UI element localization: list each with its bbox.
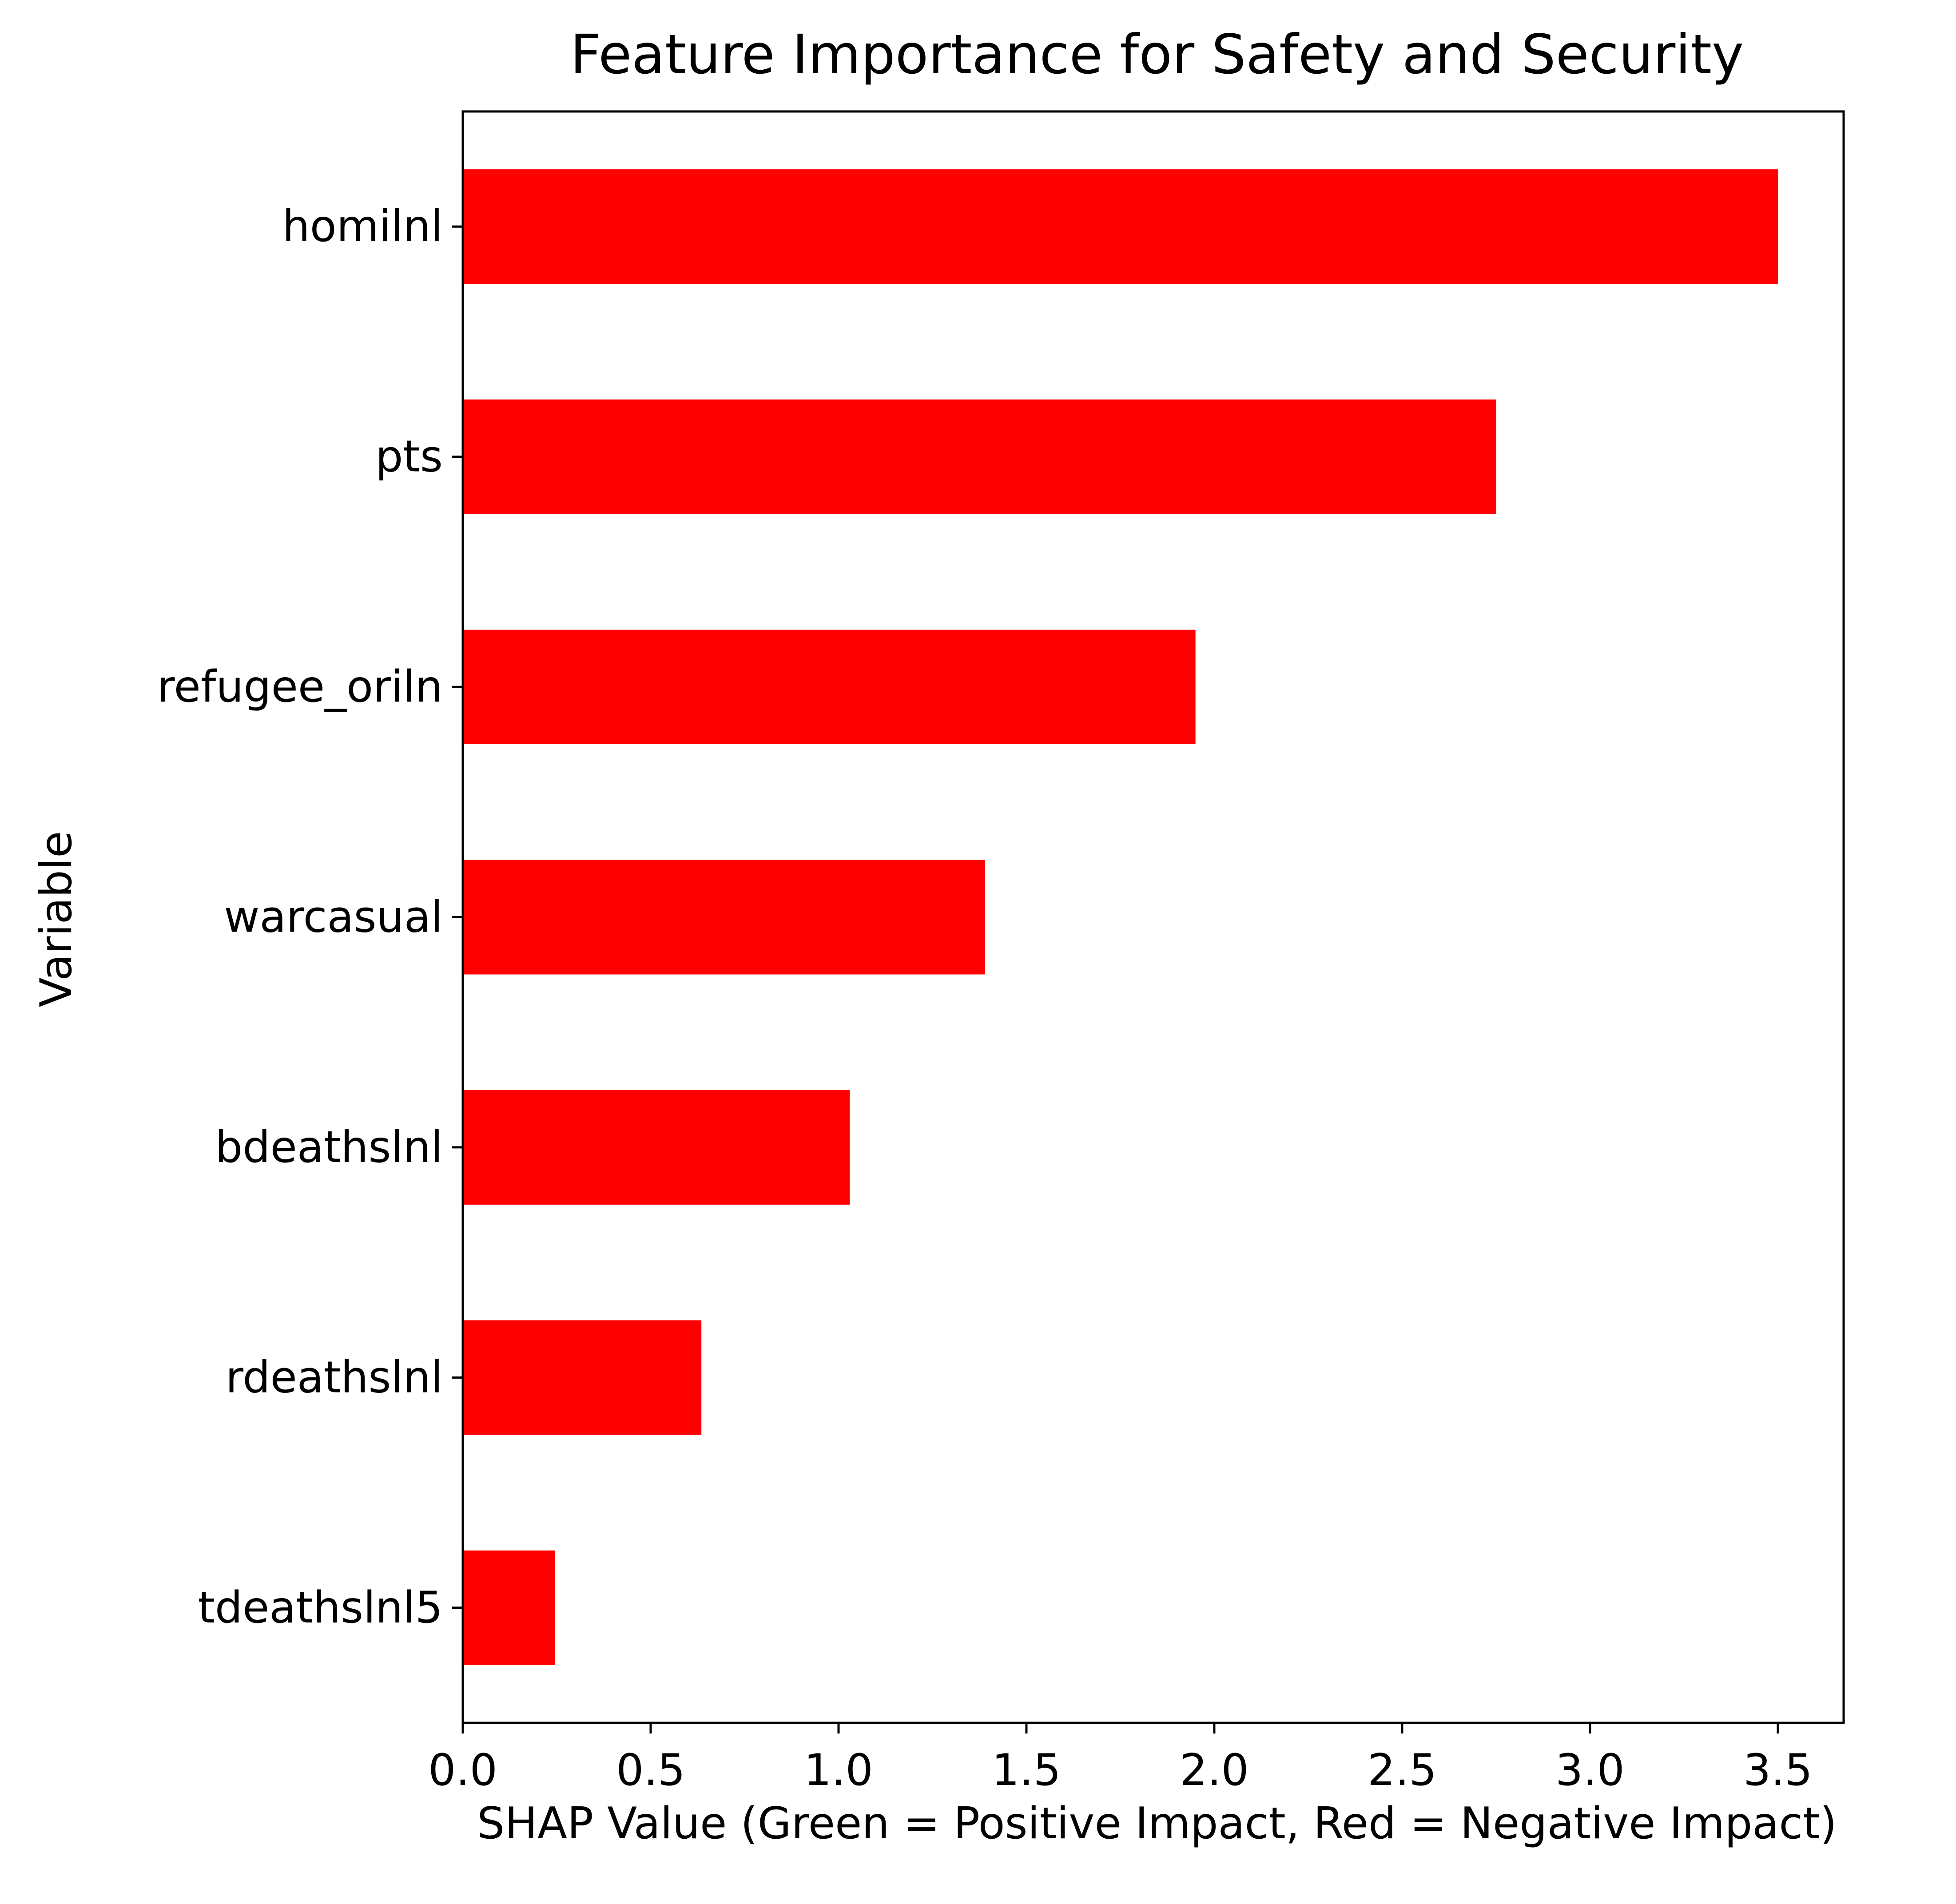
x-tick-label-2: 1.0 xyxy=(804,1745,873,1796)
x-tick-label-4: 2.0 xyxy=(1180,1745,1249,1796)
y-tick-label-rdeathslnl: rdeathslnl xyxy=(226,1352,443,1403)
x-tick-label-0: 0.0 xyxy=(428,1745,497,1796)
chart-title: Feature Importance for Safety and Securi… xyxy=(570,23,1744,86)
y-tick-label-bdeathslnl: bdeathslnl xyxy=(215,1122,443,1173)
bar-warcasual xyxy=(463,860,985,975)
y-tick-label-tdeathslnl5: tdeathslnl5 xyxy=(198,1583,443,1633)
y-axis-ticks: homilnl pts refugee_oriln warcasual bdeathsl… xyxy=(157,201,463,1633)
x-tick-label-7: 3.5 xyxy=(1743,1745,1813,1796)
y-axis-label: Variable xyxy=(31,831,82,1008)
bar-homilnl xyxy=(463,169,1778,284)
y-tick-label-refugee-oriln: refugee_oriln xyxy=(157,662,443,712)
x-tick-label-3: 1.5 xyxy=(992,1745,1061,1796)
bar-tdeathslnl5 xyxy=(463,1550,555,1665)
x-tick-label-6: 3.0 xyxy=(1555,1745,1625,1796)
x-tick-label-1: 0.5 xyxy=(616,1745,685,1796)
x-tick-label-5: 2.5 xyxy=(1368,1745,1437,1796)
x-axis-ticks: 0.0 0.5 1.0 1.5 2.0 2.5 3.0 3.5 xyxy=(428,1723,1813,1796)
bar-refugee-oriln xyxy=(463,630,1196,745)
x-axis-label: SHAP Value (Green = Positive Impact, Red… xyxy=(477,1798,1837,1849)
bars-group xyxy=(463,169,1778,1665)
y-tick-label-warcasual: warcasual xyxy=(224,892,443,943)
bar-rdeathslnl xyxy=(463,1320,702,1435)
y-tick-label-pts: pts xyxy=(375,432,443,482)
bar-bdeathslnl xyxy=(463,1090,850,1205)
bar-pts xyxy=(463,399,1496,514)
y-tick-label-homilnl: homilnl xyxy=(282,201,443,252)
